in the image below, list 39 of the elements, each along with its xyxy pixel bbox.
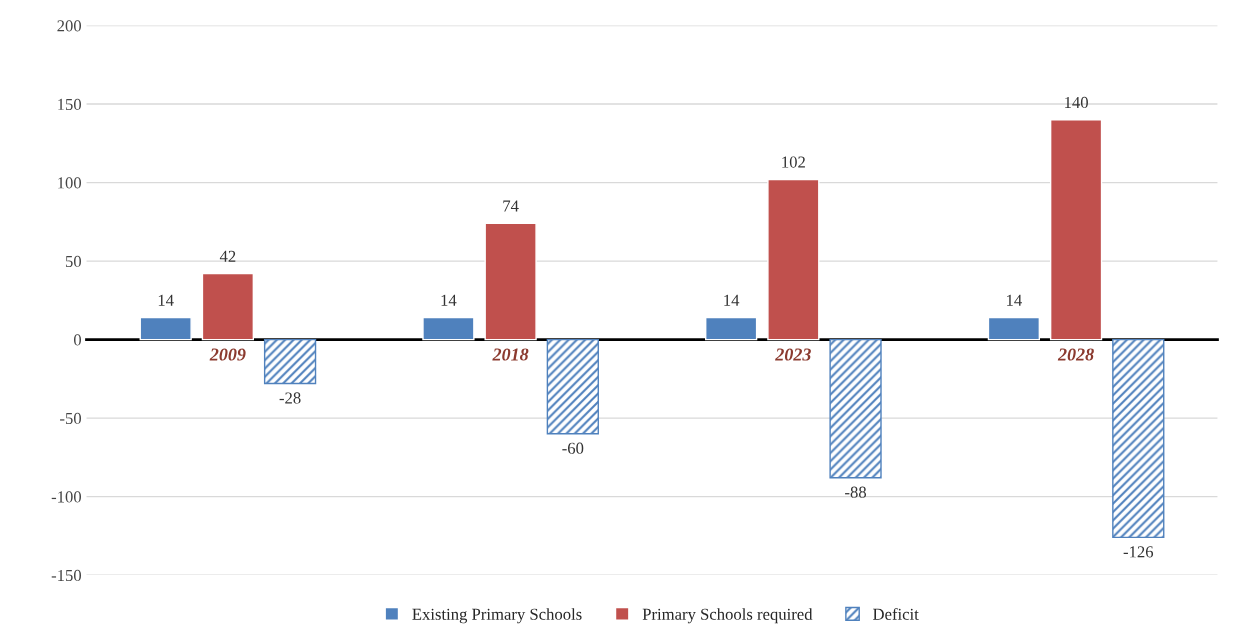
bar [987, 316, 1041, 341]
y-tick-label: -100 [51, 491, 82, 503]
bar [422, 316, 475, 341]
y-tick-label: 100 [58, 177, 82, 189]
data-label: 102 [782, 156, 805, 168]
x-tick-label: 2023 [775, 348, 811, 361]
data-label: 14 [1007, 294, 1022, 306]
x-tick-label: 2009 [209, 348, 246, 361]
x-tick-label: 2018 [492, 348, 529, 361]
y-tick-label: 50 [65, 255, 82, 268]
bar [767, 178, 820, 341]
y-tick-label: -50 [60, 412, 82, 425]
legend-label: Primary Schools required [642, 608, 813, 624]
data-label: 74 [503, 200, 519, 212]
bar [263, 338, 317, 385]
bar [1112, 338, 1165, 539]
legend-label: Existing Primary Schools [412, 608, 582, 624]
bar [546, 338, 599, 435]
bar [829, 338, 882, 479]
bar [484, 222, 537, 341]
data-label: -88 [845, 486, 867, 498]
y-tick-label: 0 [73, 334, 82, 346]
data-label: -126 [1123, 546, 1154, 558]
data-label: -28 [279, 392, 301, 404]
data-label: 14 [158, 294, 174, 306]
data-label: 140 [1065, 96, 1088, 109]
y-tick-label: -150 [51, 569, 82, 582]
x-tick-label: 2028 [1057, 348, 1094, 361]
bar [201, 272, 255, 341]
legend-label: Deficit [873, 607, 919, 620]
bar [139, 316, 192, 341]
y-tick-label: 200 [57, 20, 82, 32]
bar [705, 316, 758, 341]
data-label: 42 [219, 250, 236, 262]
bar [1049, 119, 1103, 341]
data-label: 14 [441, 294, 457, 306]
data-label: -60 [562, 442, 584, 454]
data-label: 14 [724, 294, 740, 306]
y-tick-label: 150 [58, 98, 82, 111]
